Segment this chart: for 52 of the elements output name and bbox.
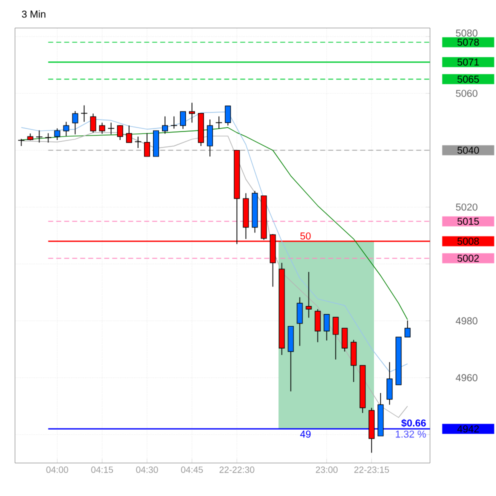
candlestick: [117, 124, 124, 140]
candlestick: [36, 130, 43, 143]
candlestick: [332, 316, 339, 360]
candlestick: [63, 121, 70, 136]
candlestick: [224, 106, 231, 126]
candlestick: [206, 119, 213, 157]
y-tick-label: 4980: [456, 317, 478, 324]
candlestick: [188, 102, 195, 124]
candlestick: [72, 110, 78, 135]
candlestick: [170, 116, 178, 130]
y-tick-label: 4960: [456, 374, 478, 382]
candlestick: [99, 122, 106, 134]
candlestick: [306, 272, 312, 318]
y-tick-label: 5080: [456, 30, 478, 37]
candlestick: [144, 132, 150, 157]
annotation: $0.66: [401, 419, 426, 428]
candlestick: [342, 328, 348, 352]
candlestick: [296, 296, 303, 346]
ref-line-label: 5065: [457, 76, 479, 83]
x-tick-label: 04:45: [181, 466, 203, 473]
ref-line-label: 5015: [457, 218, 479, 225]
ref-line-label: 5008: [457, 238, 479, 245]
annotation: 1.32 %: [396, 430, 426, 438]
ref-line-label: 5040: [457, 146, 479, 154]
candlestick: [386, 362, 393, 406]
candlestick: [90, 113, 96, 134]
candlestick: [324, 314, 330, 341]
y-tick-label: 5060: [456, 90, 478, 97]
x-tick-label: 04:30: [136, 466, 158, 473]
candlestick: [180, 111, 186, 130]
annotation: 50: [300, 232, 311, 240]
candlestick: [404, 320, 411, 338]
candlestick: [108, 122, 115, 135]
ref-line-label: 5002: [457, 254, 479, 262]
x-tick-label: 04:00: [46, 466, 68, 473]
x-tick-label: 23:00: [316, 466, 338, 473]
candlestick: [45, 132, 52, 143]
ref-line-label: 4942: [457, 425, 479, 432]
ref-line-label: 5078: [457, 38, 479, 46]
x-tick-label: 22-23:15: [354, 466, 389, 473]
y-tick-label: 5020: [456, 204, 478, 211]
candlestick: [126, 125, 132, 143]
candlestick: [54, 128, 60, 140]
x-tick-label: 04:15: [91, 466, 114, 473]
annotation: 49: [300, 430, 311, 438]
candlestick: [350, 339, 357, 382]
x-tick-label: 22-22:30: [220, 466, 254, 473]
line-series: [20, 127, 408, 320]
candlestick: [314, 308, 321, 343]
ref-line-label: 5071: [457, 58, 479, 66]
chart-title: 3 Min: [22, 10, 46, 18]
candlestick: [162, 116, 168, 134]
